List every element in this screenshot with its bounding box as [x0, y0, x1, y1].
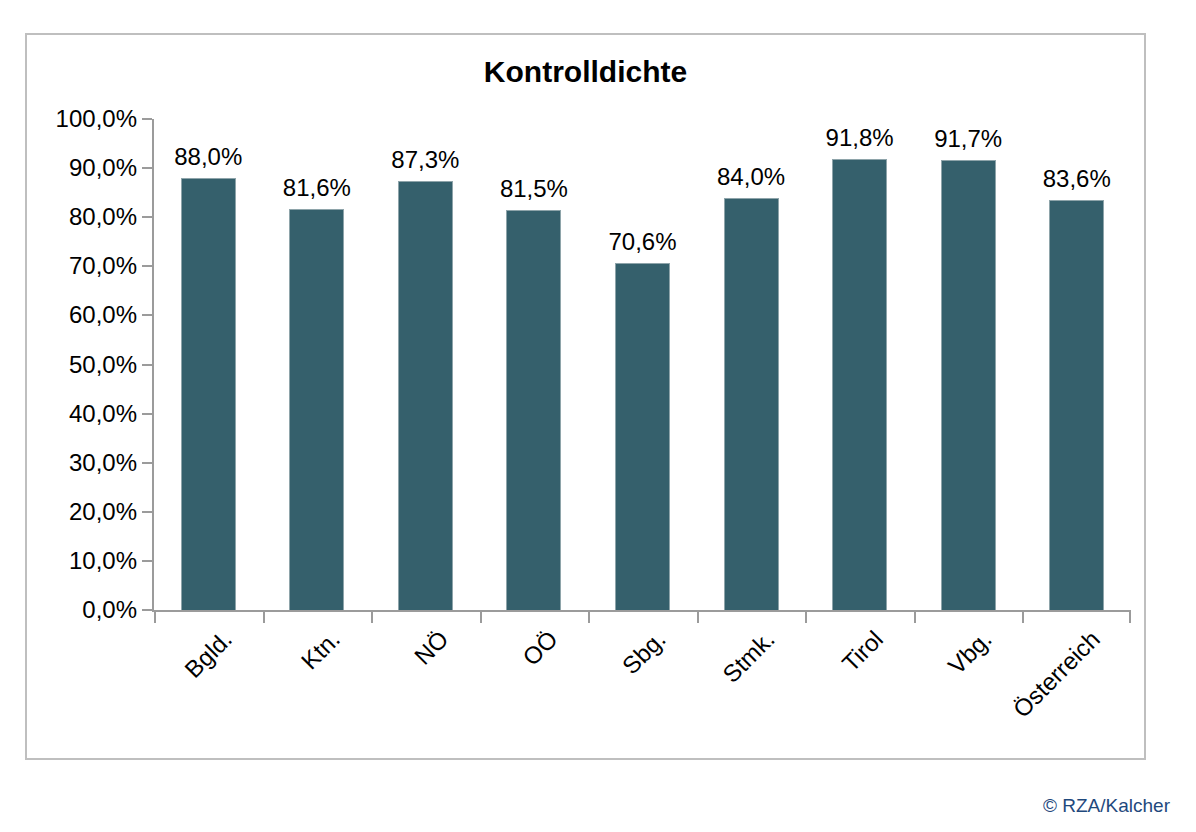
bar-value-label: 91,7% [934, 126, 1002, 152]
bar-value-label: 83,6% [1043, 166, 1111, 192]
x-category-label: Vbg. [943, 626, 996, 679]
y-axis-tick [142, 609, 152, 611]
y-axis-tick [142, 265, 152, 267]
bar-value-label: 81,6% [283, 175, 351, 201]
x-category-label: NÖ [410, 626, 454, 670]
bar-Sbg. [615, 263, 670, 610]
y-axis-tick [142, 216, 152, 218]
chart-page: Kontrolldichte 0,0%10,0%20,0%30,0%40,0%5… [0, 0, 1196, 832]
x-axis-tick [588, 612, 590, 623]
y-axis-tick [142, 118, 152, 120]
x-axis-tick [805, 612, 807, 623]
x-axis-tick [480, 612, 482, 623]
y-axis-tick [142, 511, 152, 513]
y-axis-tick-label: 70,0% [69, 252, 137, 280]
x-axis-tick [263, 612, 265, 623]
x-axis-tick [371, 612, 373, 623]
copyright-text: © RZA/Kalcher [1043, 795, 1170, 817]
bar-value-label: 88,0% [174, 144, 242, 170]
y-axis-tick-label: 90,0% [69, 154, 137, 182]
y-axis-tick-label: 10,0% [69, 547, 137, 575]
y-axis-tick [142, 167, 152, 169]
bar-value-label: 81,5% [500, 176, 568, 202]
x-category-label: Tirol [837, 626, 888, 677]
bar-Vbg. [941, 160, 996, 610]
x-category-label: Sbg. [618, 626, 671, 679]
x-axis-tick [914, 612, 916, 623]
bar-Österreich [1049, 200, 1104, 610]
chart-frame: Kontrolldichte 0,0%10,0%20,0%30,0%40,0%5… [25, 33, 1146, 760]
bar-value-label: 84,0% [717, 164, 785, 190]
y-axis-tick [142, 560, 152, 562]
y-axis-tick [142, 364, 152, 366]
bar-Stmk. [724, 198, 779, 610]
y-axis-tick-label: 40,0% [69, 400, 137, 428]
x-category-label: OÖ [518, 626, 563, 671]
x-category-label: Bgld. [180, 626, 237, 683]
x-axis-tick [697, 612, 699, 623]
plot-area: 0,0%10,0%20,0%30,0%40,0%50,0%60,0%70,0%8… [152, 119, 1131, 612]
y-axis-tick-label: 20,0% [69, 498, 137, 526]
y-axis-tick [142, 314, 152, 316]
bar-value-label: 87,3% [391, 147, 459, 173]
x-category-label: Ktn. [297, 626, 346, 675]
y-axis-tick-label: 30,0% [69, 449, 137, 477]
bar-Tirol [832, 159, 887, 610]
x-axis-tick [1129, 612, 1131, 623]
bar-NÖ [398, 181, 453, 610]
y-axis-tick [142, 462, 152, 464]
y-axis-tick [142, 413, 152, 415]
x-category-label: Österreich [1008, 626, 1105, 723]
x-axis-tick [154, 612, 156, 623]
chart-title: Kontrolldichte [27, 55, 1144, 89]
bar-OÖ [506, 210, 561, 610]
x-category-label: Stmk. [718, 626, 780, 688]
y-axis-tick-label: 0,0% [82, 596, 137, 624]
y-axis-tick-label: 100,0% [56, 105, 137, 133]
y-axis-tick-label: 60,0% [69, 301, 137, 329]
bar-value-label: 91,8% [826, 125, 894, 151]
bar-value-label: 70,6% [608, 229, 676, 255]
x-axis-tick [1022, 612, 1024, 623]
bar-Ktn. [289, 209, 344, 610]
bar-Bgld. [181, 178, 236, 610]
y-axis-tick-label: 50,0% [69, 351, 137, 379]
y-axis-tick-label: 80,0% [69, 203, 137, 231]
